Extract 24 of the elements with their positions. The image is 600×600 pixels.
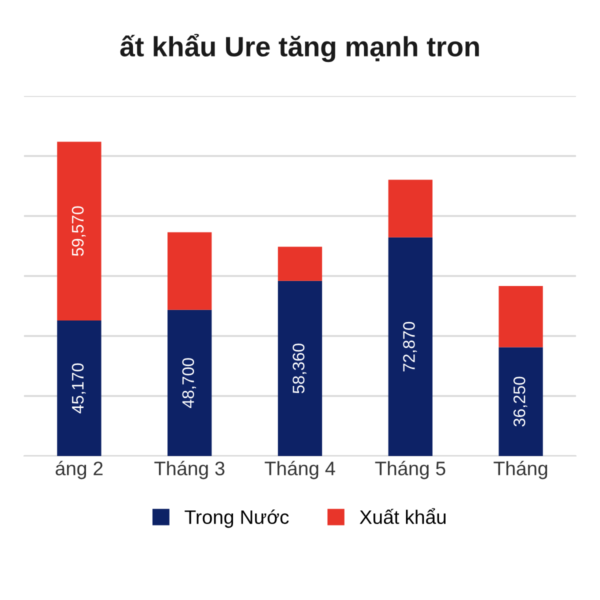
bar bbox=[57, 320, 102, 456]
legend-label: Xuất khẩu bbox=[360, 508, 446, 524]
bar bbox=[388, 237, 432, 456]
bar bbox=[278, 280, 322, 456]
bar bbox=[498, 286, 543, 348]
x-tick-label: Tháng 4 bbox=[264, 460, 336, 480]
bar bbox=[498, 347, 543, 456]
data-label: 48,700 bbox=[182, 358, 196, 408]
data-label: 36,250 bbox=[513, 376, 528, 426]
x-tick-label: áng 2 bbox=[56, 460, 103, 480]
data-label: 59,570 bbox=[72, 206, 86, 256]
bar bbox=[388, 180, 432, 238]
x-tick-label: Tháng 5 bbox=[375, 460, 446, 480]
legend-label: Trong Nước bbox=[184, 510, 289, 528]
x-tick-label: Tháng 3 bbox=[154, 460, 224, 480]
data-label: 45,170 bbox=[72, 363, 86, 414]
data-label: 58,360 bbox=[292, 344, 306, 394]
chart-title: ất khẩu Ure tăng mạnh tron bbox=[120, 34, 479, 62]
bar bbox=[168, 310, 212, 456]
bar bbox=[57, 142, 102, 320]
data-label: 72,870 bbox=[403, 322, 417, 372]
x-tick-label: Tháng bbox=[494, 460, 548, 480]
bar bbox=[168, 232, 212, 310]
bar bbox=[278, 246, 322, 281]
